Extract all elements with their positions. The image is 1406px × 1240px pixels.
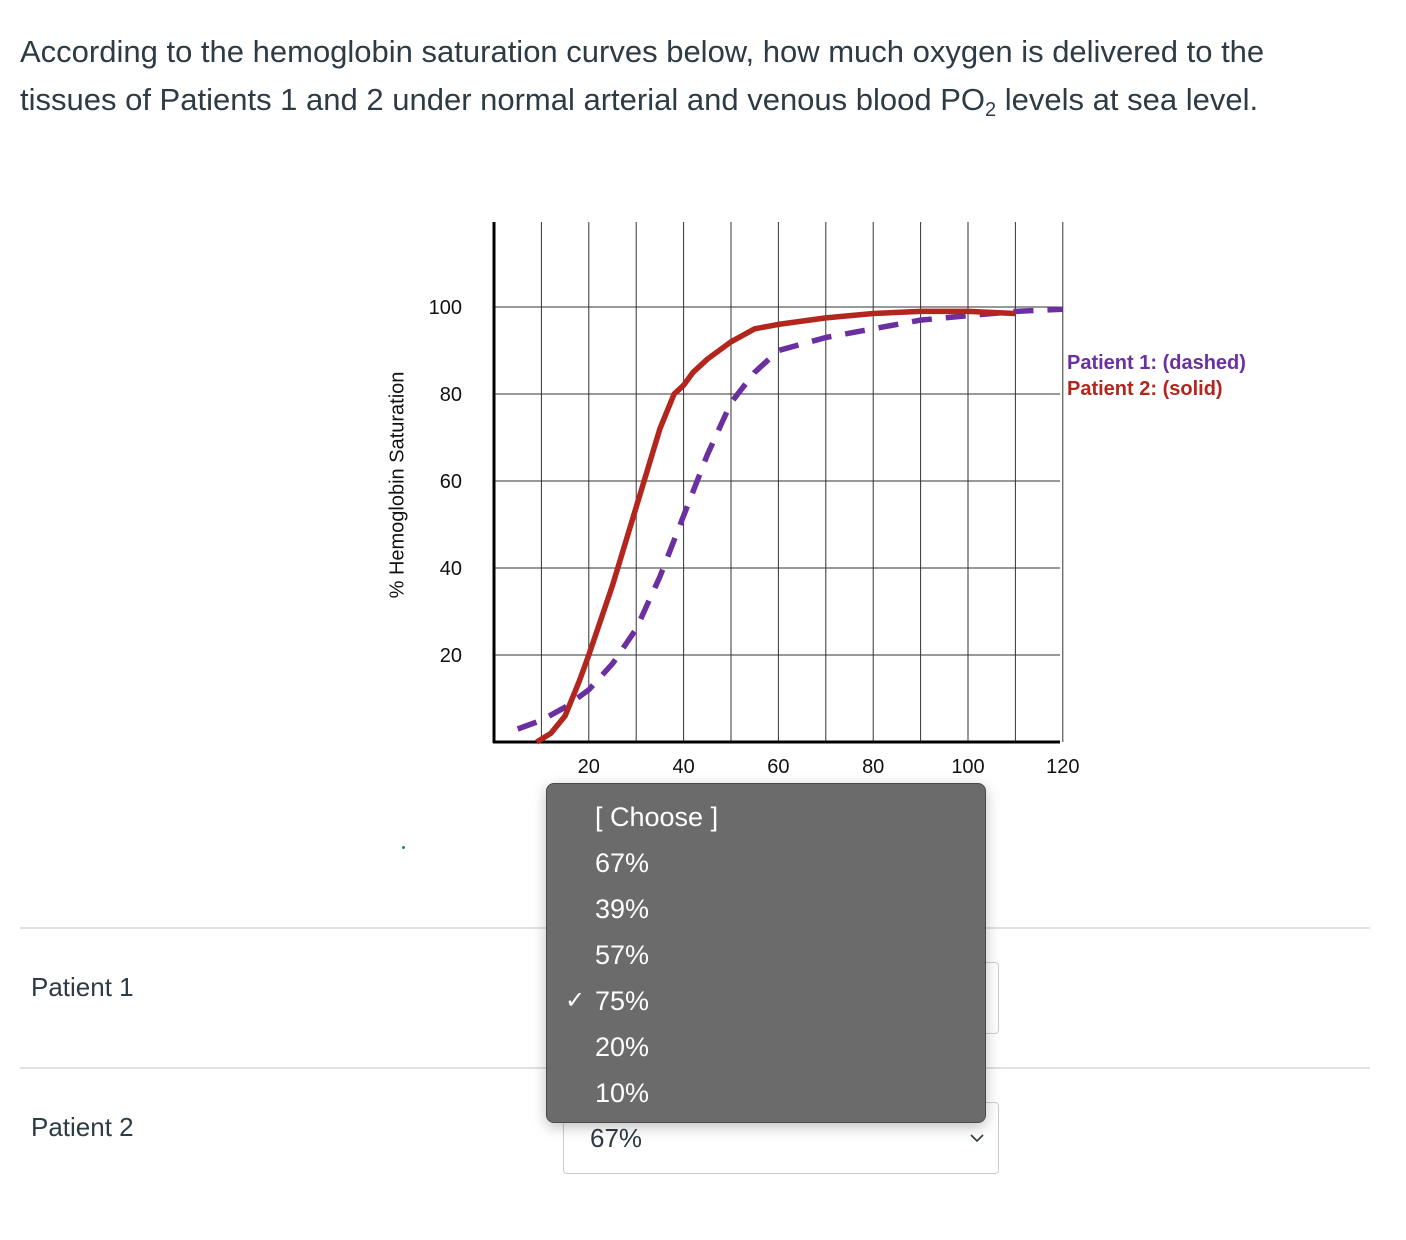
- y-tick-label: 60: [440, 471, 462, 493]
- x-tick-label: 100: [951, 756, 984, 778]
- option-39[interactable]: 39%: [595, 894, 650, 924]
- option-10[interactable]: 10%: [595, 1078, 650, 1108]
- question-text-main: According to the hemoglobin saturation c…: [20, 34, 1265, 117]
- y-tick-label: 80: [440, 384, 462, 406]
- y-tick-label: 100: [429, 297, 462, 319]
- x-tick-label: 80: [862, 756, 884, 778]
- legend-patient-1: Patient 1: (dashed): [1067, 352, 1246, 374]
- series-line-patient-1: [516, 306, 1063, 732]
- question-text-end: levels at sea level.: [996, 82, 1259, 117]
- question-text: According to the hemoglobin saturation c…: [20, 28, 1360, 124]
- x-tick-label: 20: [578, 756, 600, 778]
- option-57[interactable]: 57%: [595, 940, 650, 970]
- option-choose[interactable]: [ Choose ]: [595, 802, 719, 832]
- series-line-patient-2: [535, 308, 1016, 745]
- option-20[interactable]: 20%: [595, 1032, 650, 1062]
- patient-2-selected-value: 67%: [590, 1123, 643, 1153]
- x-tick-label: 60: [767, 756, 789, 778]
- legend-patient-2: Patient 2: (solid): [1067, 378, 1223, 400]
- dropdown-menu[interactable]: [ Choose ] 67% 39% 57% ✓ 75% 20% 10%: [546, 783, 986, 1123]
- y-tick-label: 20: [440, 645, 462, 667]
- option-75[interactable]: 75%: [595, 986, 650, 1016]
- x-tick-label: 120: [1046, 756, 1079, 778]
- y-tick-label: 40: [440, 558, 462, 580]
- chevron-down-icon: [970, 1134, 984, 1143]
- patient-2-label: Patient 2: [31, 1112, 134, 1142]
- x-tick-label: 40: [672, 756, 694, 778]
- stray-dot: [402, 846, 405, 849]
- saturation-chart: 20 40 60 80 100 120 20 40 60 80 100: [429, 222, 1079, 778]
- patient-1-label: Patient 1: [31, 972, 134, 1002]
- question-subscript: 2: [985, 99, 997, 121]
- y-axis-title: % Hemoglobin Saturation: [386, 371, 409, 599]
- chart-legend: Patient 1: (dashed) Patient 2: (solid): [1067, 350, 1246, 402]
- checkmark-icon: ✓: [565, 987, 586, 1014]
- option-67[interactable]: 67%: [595, 848, 650, 878]
